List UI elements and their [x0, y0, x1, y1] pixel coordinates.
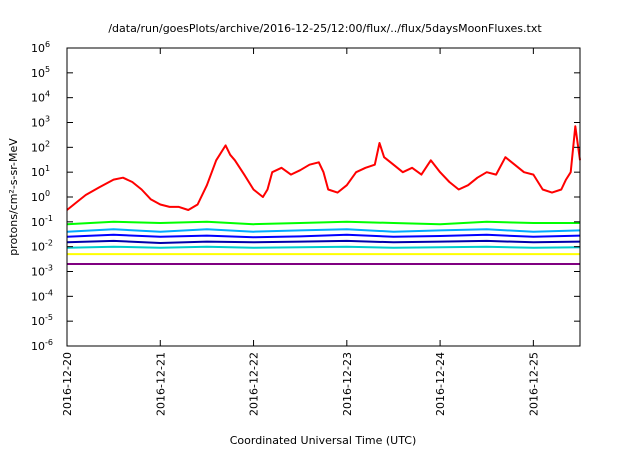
series-line-3 [66, 228, 581, 233]
y-tick-label: 10-5 [31, 313, 53, 328]
y-tick-label: 10-3 [31, 264, 53, 279]
plot-frame [66, 47, 581, 347]
x-axis: 2016-12-20 2016-12-21 2016-12-22 2016-12-23… [61, 48, 540, 416]
series-layer [66, 125, 581, 265]
x-tick-label: 2016-12-25 [527, 352, 540, 416]
x-tick-label: 2016-12-22 [248, 352, 261, 416]
series-line-2 [66, 220, 580, 226]
y-tick-label: 10-1 [31, 214, 53, 229]
y-tick-label: 10-4 [31, 288, 53, 303]
y-axis-label: protons/cm²-s-sr-MeV [7, 138, 20, 256]
y-tick-label: 10-2 [31, 239, 53, 254]
y-tick-label: 105 [31, 65, 50, 80]
x-tick-label: 2016-12-20 [61, 352, 74, 416]
y-tick-label: 104 [31, 90, 50, 105]
x-tick-label: 2016-12-21 [154, 352, 167, 416]
series-line-5 [66, 239, 581, 244]
series-line-1 [66, 125, 581, 211]
y-tick-label: 106 [31, 40, 50, 55]
y-axis: 10-6 10-5 10-4 10-3 10-2 10-1 100 101 102 103 104 1… [31, 40, 580, 353]
x-axis-label: Coordinated Universal Time (UTC) [230, 434, 417, 447]
y-tick-label: 102 [31, 139, 50, 154]
y-tick-label: 103 [31, 115, 50, 130]
chart-title: /data/run/goesPlots/archive/2016-12-25/1… [108, 22, 542, 35]
series-line-6 [66, 245, 581, 249]
x-tick-label: 2016-12-24 [434, 352, 447, 416]
y-tick-label: 10-6 [31, 338, 53, 353]
y-tick-label: 100 [31, 189, 50, 204]
y-tick-label: 101 [31, 164, 50, 179]
x-tick-label: 2016-12-23 [341, 352, 354, 416]
series-line-4 [66, 233, 581, 239]
